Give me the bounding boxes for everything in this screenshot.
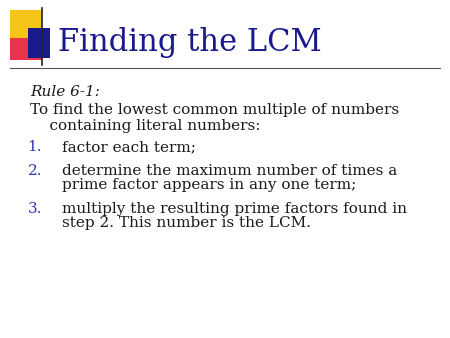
Text: factor each term;: factor each term; — [62, 140, 196, 154]
Text: multiply the resulting prime factors found in: multiply the resulting prime factors fou… — [62, 202, 407, 216]
Text: 1.: 1. — [27, 140, 42, 154]
Text: step 2. This number is the LCM.: step 2. This number is the LCM. — [62, 216, 311, 230]
Text: containing literal numbers:: containing literal numbers: — [30, 119, 261, 133]
Text: 2.: 2. — [27, 164, 42, 178]
Text: 3.: 3. — [27, 202, 42, 216]
Bar — [10, 38, 42, 60]
Text: To find the lowest common multiple of numbers: To find the lowest common multiple of nu… — [30, 103, 399, 117]
Text: Rule 6-1:: Rule 6-1: — [30, 85, 100, 99]
Bar — [10, 10, 42, 42]
Text: prime factor appears in any one term;: prime factor appears in any one term; — [62, 178, 356, 192]
Text: determine the maximum number of times a: determine the maximum number of times a — [62, 164, 397, 178]
Bar — [28, 28, 50, 58]
Text: Finding the LCM: Finding the LCM — [58, 26, 322, 57]
